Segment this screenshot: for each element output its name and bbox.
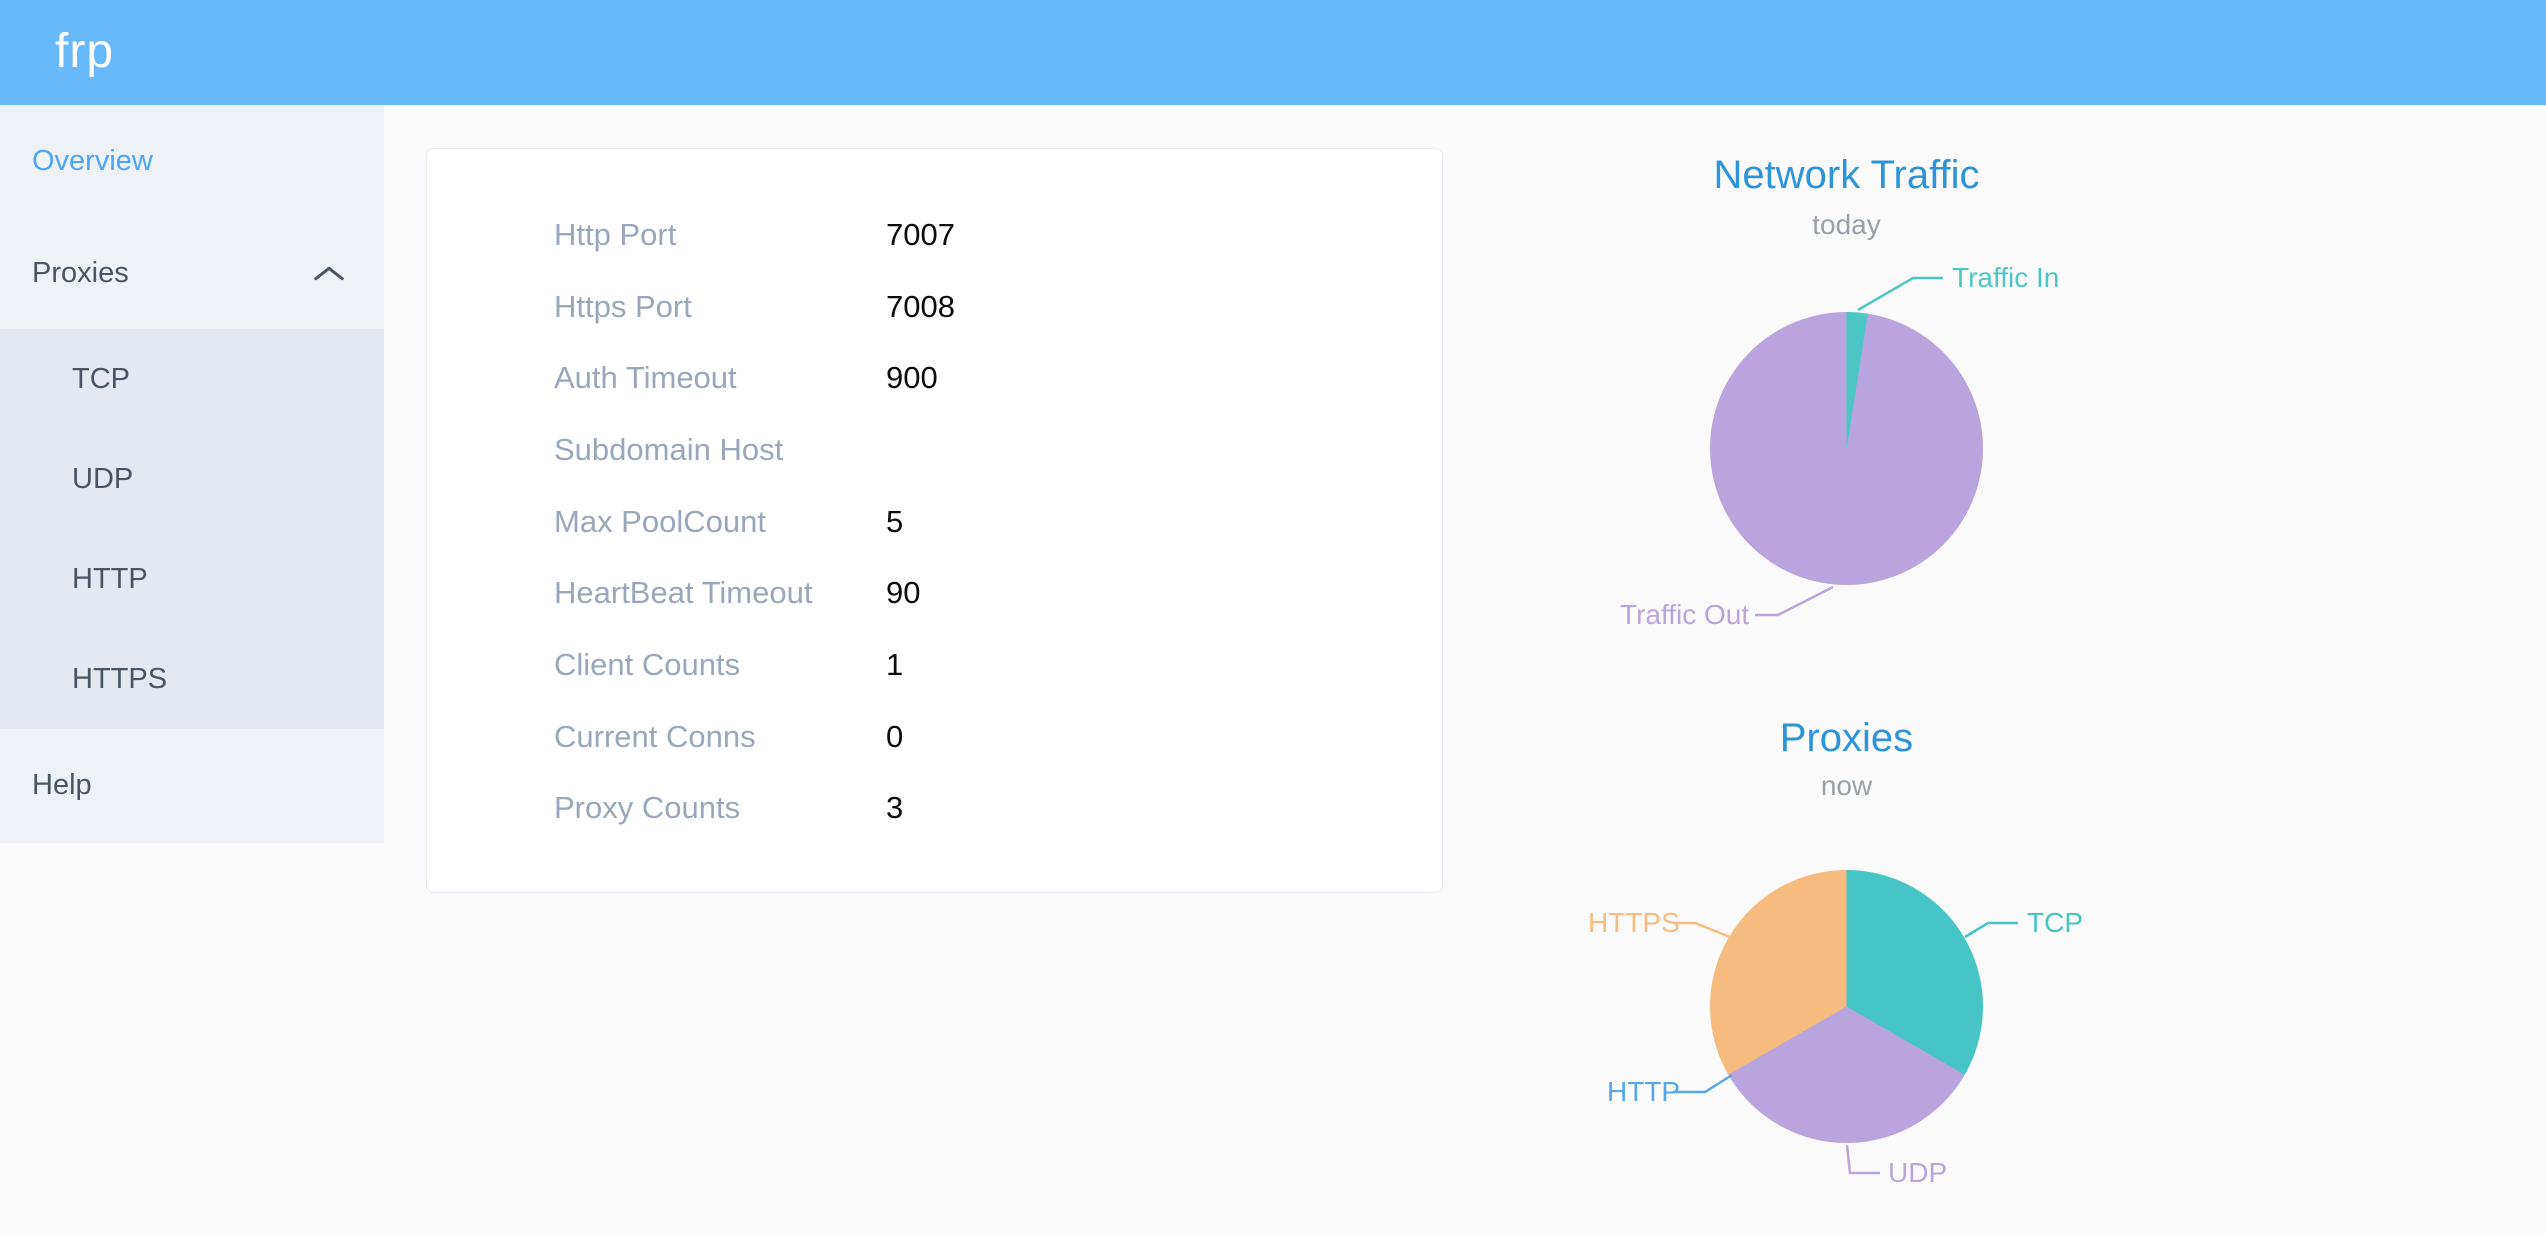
pie-label-udp: UDP [1888, 1157, 1948, 1188]
info-value: 5 [886, 503, 904, 539]
info-row-http-port: Http Port 7007 [554, 199, 1442, 271]
pie-label-http: HTTP [1607, 1076, 1681, 1107]
info-row-https-port: Https Port 7008 [554, 271, 1442, 343]
info-value: 7007 [886, 216, 955, 252]
info-row-client-counts: Client Counts 1 [554, 629, 1442, 701]
chart-title-network-traffic: Network Traffic [1713, 153, 1980, 197]
sidebar-item-tcp[interactable]: TCP [72, 362, 130, 395]
sidebar-item-udp[interactable]: UDP [72, 462, 134, 495]
info-label: Subdomain Host [554, 431, 784, 467]
pie-label-traffic-out: Traffic Out [1620, 599, 1750, 630]
sidebar-item-label: Proxies [32, 256, 129, 289]
info-value: 3 [886, 790, 904, 826]
info-label: Http Port [554, 216, 677, 252]
server-info-card: Http Port 7007 Https Port 7008 Auth Time… [426, 148, 1443, 893]
info-label: Https Port [554, 288, 692, 324]
info-row-subdomain-host: Subdomain Host [554, 414, 1442, 486]
sidebar-item-overview[interactable]: Overview [0, 105, 384, 217]
sidebar-item-label: Overview [32, 144, 153, 177]
sidebar-item-help[interactable]: Help [0, 729, 384, 841]
info-row-current-conns: Current Conns 0 [554, 701, 1442, 773]
chevron-up-icon [314, 266, 344, 281]
info-label: Max PoolCount [554, 503, 766, 539]
sidebar-item-http[interactable]: HTTP [72, 562, 148, 595]
main-content: Http Port 7007 Https Port 7008 Auth Time… [384, 105, 2546, 1234]
chart-subtitle-today: today [1812, 209, 1881, 240]
proxies-submenu: TCP UDP HTTP HTTPS [0, 329, 384, 729]
app-logo: frp [55, 25, 115, 78]
info-label: HeartBeat Timeout [554, 575, 813, 611]
info-row-heartbeat-timeout: HeartBeat Timeout 90 [554, 557, 1442, 629]
sidebar-item-https[interactable]: HTTPS [72, 662, 168, 695]
info-label: Client Counts [554, 646, 741, 682]
pie-label-tcp: TCP [2027, 907, 2083, 938]
info-label: Current Conns [554, 718, 756, 754]
info-value: 7008 [886, 288, 955, 324]
info-label: Proxy Counts [554, 790, 741, 826]
sidebar: Overview Proxies TCP UDP HTTP HTTPS Help [0, 105, 384, 843]
proxies-pie[interactable] [1710, 870, 1983, 1143]
info-row-auth-timeout: Auth Timeout 900 [554, 342, 1442, 414]
info-value: 1 [886, 646, 904, 682]
info-value: 0 [886, 718, 904, 754]
chart-title-proxies: Proxies [1779, 716, 1914, 760]
info-label: Auth Timeout [554, 360, 737, 396]
chart-subtitle-now: now [1820, 770, 1873, 801]
info-value: 90 [886, 575, 921, 611]
info-row-proxy-counts: Proxy Counts 3 [554, 773, 1442, 845]
network-traffic-pie[interactable] [1710, 312, 1983, 585]
info-value: 900 [886, 360, 938, 396]
sidebar-item-label: Help [32, 768, 92, 801]
pie-label-traffic-in: Traffic In [1952, 262, 2060, 293]
info-row-max-poolcount: Max PoolCount 5 [554, 486, 1442, 558]
pie-label-https: HTTPS [1588, 907, 1680, 938]
app-header: frp [0, 0, 2546, 105]
sidebar-item-proxies[interactable]: Proxies [0, 217, 384, 329]
